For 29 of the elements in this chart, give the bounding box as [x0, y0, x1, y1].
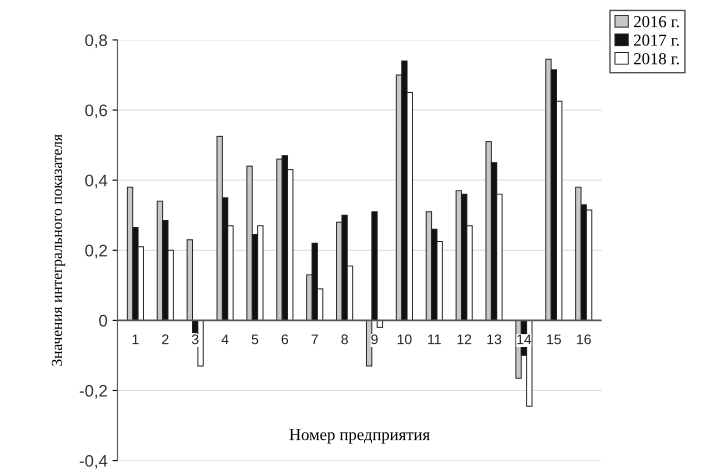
x-axis-title: Номер предприятия [289, 429, 430, 444]
x-tick-label: 14 [517, 334, 532, 344]
x-tick-label: 16 [577, 334, 591, 344]
x-tick-label: 10 [398, 334, 412, 344]
x-tick-label: 6 [282, 334, 288, 344]
x-tick-label: 15 [547, 334, 561, 344]
y-tick-label: -0,2 [80, 384, 107, 399]
y-axis-title: Значения интегрального показателя [52, 134, 66, 366]
x-tick-label: 13 [487, 334, 502, 344]
bar [246, 166, 253, 321]
legend-label: 2018 г. [634, 53, 679, 64]
legend-label: 2016 г. [634, 16, 679, 28]
x-tick-label: 4 [222, 334, 229, 344]
x-tick-label: 1 [132, 334, 139, 344]
legend-label: 2017 г. [634, 34, 679, 46]
x-tick-label: 9 [371, 334, 378, 344]
x-tick-label: 5 [252, 334, 258, 344]
y-tick-label: -0,4 [80, 455, 108, 469]
x-tick-label: 7 [312, 334, 318, 344]
y-tick-label: 0 [99, 314, 108, 327]
y-tick-label: 0,6 [85, 104, 108, 118]
x-tick-label: 12 [458, 334, 472, 344]
x-tick-label: 3 [192, 334, 198, 344]
x-tick-label: 8 [341, 334, 348, 344]
y-tick-label: 0,8 [85, 34, 108, 48]
x-tick-label: 2 [162, 334, 168, 344]
y-tick-label: 0,2 [85, 244, 107, 258]
x-tick-label: 11 [428, 334, 441, 344]
y-tick-label: 0,4 [85, 174, 108, 188]
